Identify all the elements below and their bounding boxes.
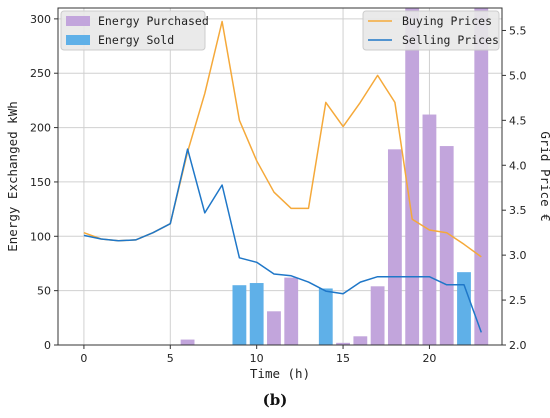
bar-energy-sold bbox=[249, 283, 264, 345]
x-tick-label: 10 bbox=[250, 352, 264, 365]
bar-energy-purchased bbox=[353, 336, 368, 345]
y2-tick-label: 4.5 bbox=[509, 114, 527, 127]
bar-energy-purchased bbox=[267, 311, 281, 345]
y2-tick-label: 4.0 bbox=[509, 159, 527, 172]
dual-axis-chart: 0 5 10 15 20 0 50 100 150 200 250 300 2.0 2.5 3.0 3.5… bbox=[5, 7, 550, 381]
y-tick-label: 100 bbox=[30, 230, 51, 243]
y-axis-ticks: 0 50 100 150 200 250 300 bbox=[30, 13, 58, 352]
bar-energy-purchased bbox=[387, 149, 402, 345]
legend-label-sold: Energy Sold bbox=[98, 33, 174, 47]
legend-lines-box bbox=[362, 10, 500, 51]
legend-label-purchased: Energy Purchased bbox=[98, 14, 209, 28]
line-selling-prices bbox=[83, 148, 483, 333]
line-buying-prices bbox=[83, 20, 482, 258]
x-axis-label: Time (h) bbox=[250, 366, 310, 381]
bar-energy-purchased bbox=[336, 342, 350, 345]
y2-axis-label: Grid Price € bbox=[538, 131, 550, 221]
y2-axis-ticks: 2.0 2.5 3.0 3.5 4.0 4.5 5.0 5.5 bbox=[502, 24, 527, 352]
y2-tick-label: 3.5 bbox=[509, 204, 527, 217]
y2-tick-label: 5.0 bbox=[509, 69, 527, 82]
legend-bars-box bbox=[60, 10, 206, 51]
y2-tick-label: 2.0 bbox=[509, 339, 527, 352]
plot-frame bbox=[57, 7, 503, 346]
x-axis-ticks: 0 5 10 15 20 bbox=[80, 345, 436, 365]
x-tick-label: 15 bbox=[336, 352, 350, 365]
y-tick-label: 300 bbox=[30, 13, 51, 26]
y-tick-label: 50 bbox=[37, 285, 51, 298]
bar-energy-purchased bbox=[439, 146, 454, 345]
bar-energy-sold bbox=[318, 288, 333, 345]
legend-swatch-purchased bbox=[66, 16, 90, 26]
bar-energy-purchased bbox=[474, 8, 489, 345]
bar-energy-purchased bbox=[180, 339, 195, 345]
y-tick-label: 0 bbox=[44, 339, 51, 352]
legend-lines: Buying Prices Selling Prices bbox=[362, 10, 500, 51]
y-tick-label: 200 bbox=[30, 122, 51, 135]
legend-label-buying: Buying Prices bbox=[402, 14, 492, 28]
bar-energy-sold bbox=[457, 272, 471, 345]
legend-label-selling: Selling Prices bbox=[402, 33, 499, 47]
y-axis-label: Energy Exchanged kWh bbox=[5, 101, 20, 252]
legend-swatch-sold bbox=[66, 35, 90, 45]
y2-tick-label: 3.0 bbox=[509, 249, 527, 262]
bar-energy-sold bbox=[232, 285, 247, 345]
bar-energy-purchased bbox=[370, 286, 385, 345]
line-series bbox=[83, 20, 483, 333]
x-tick-label: 20 bbox=[422, 352, 436, 365]
y-tick-label: 150 bbox=[30, 176, 51, 189]
bar-series bbox=[180, 8, 489, 345]
x-tick-label: 5 bbox=[167, 352, 174, 365]
legend-bars: Energy Purchased Energy Sold bbox=[60, 10, 209, 51]
bar-energy-purchased bbox=[405, 8, 420, 345]
x-tick-label: 0 bbox=[80, 352, 87, 365]
bar-energy-purchased bbox=[284, 277, 299, 345]
figure-caption: (b) bbox=[262, 391, 288, 409]
y2-tick-label: 2.5 bbox=[509, 294, 527, 307]
y-tick-label: 250 bbox=[30, 67, 51, 80]
y2-tick-label: 5.5 bbox=[509, 24, 527, 37]
